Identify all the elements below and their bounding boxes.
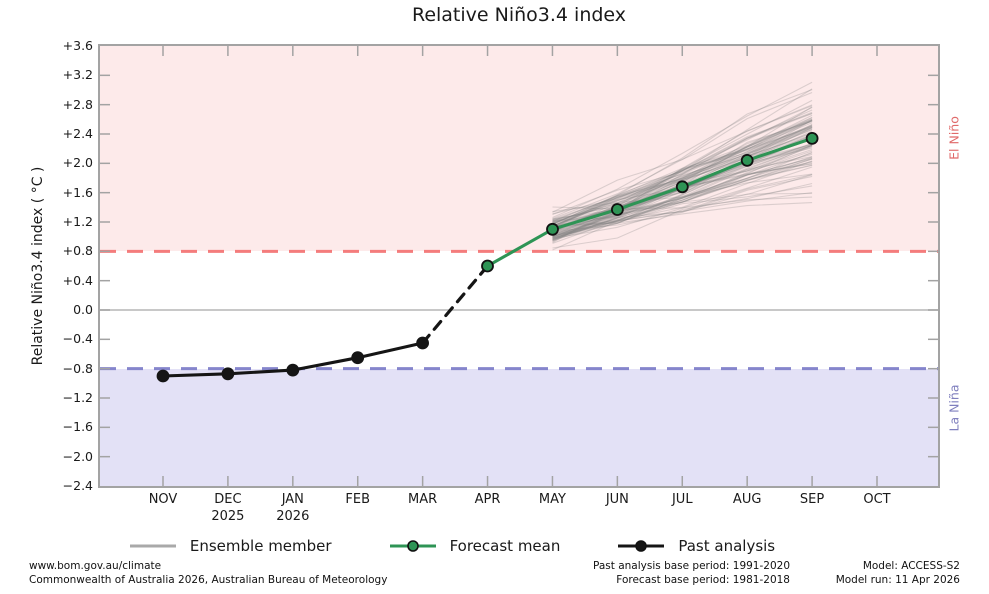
legend: Ensemble member Forecast mean Past analysi… [0, 531, 903, 561]
x-tick-label-oct: OCT [863, 492, 891, 507]
y-tick-label: −1.2 [62, 390, 93, 405]
ensemble-legend-swatch [129, 544, 176, 548]
y-tick-label: −2.0 [62, 448, 93, 464]
footer-past-base-period: Past analysis base period: 1991-2020 [593, 560, 790, 572]
x-tick-label-may: MAY [538, 492, 566, 507]
plot-area [98, 44, 940, 488]
x-tick-year-label: 2026 [276, 509, 310, 524]
footer-base-periods: Past analysis base period: 1991-2020 For… [593, 560, 790, 587]
axis-tick-marks [100, 46, 938, 486]
x-tick-year-label: 2025 [211, 509, 245, 524]
footer-model: Model: ACCESS-S2 [862, 560, 960, 572]
y-tick-label: −0.4 [62, 331, 93, 347]
y-tick-label: +3.2 [62, 67, 93, 83]
x-tick-label-nov: NOV [148, 492, 178, 507]
y-tick-label: +2.8 [62, 96, 93, 112]
la-nina-band [100, 368, 938, 486]
el-nino-band [100, 46, 938, 252]
x-tick-label-aug: AUG [732, 492, 762, 507]
y-tick-label: +2.0 [62, 155, 93, 171]
footer-copyright: Commonwealth of Australia 2026, Australi… [29, 573, 388, 586]
el-nino-side-label: El Niño [946, 115, 962, 160]
y-tick-label: +1.6 [62, 184, 93, 200]
footer-url: www.bom.gov.au/climate [29, 560, 162, 572]
chart-canvas [100, 46, 938, 486]
y-tick-label: +2.4 [62, 126, 93, 141]
forecast-legend-swatch [389, 540, 436, 552]
forecast-mean-line [481, 132, 819, 273]
chart-title: Relative Niño3.4 index [411, 4, 627, 26]
legend-label: Past analysis [678, 537, 776, 555]
y-tick-label: 0.0 [73, 302, 93, 317]
y-tick-label: −0.8 [62, 360, 93, 376]
x-tick-label-apr: APR [474, 492, 501, 507]
footer-model-info: Model: ACCESS-S2 Model run: 11 Apr 2026 [836, 560, 960, 587]
past-to-forecast-connector [421, 264, 490, 345]
footer-model-run: Model run: 11 Apr 2026 [835, 573, 960, 586]
footer-forecast-base-period: Forecast base period: 1981-2018 [616, 573, 790, 586]
x-tick-label-mar: MAR [408, 492, 438, 507]
past-legend-swatch [618, 540, 665, 552]
footer-source: www.bom.gov.au/climate Commonwealth of A… [29, 560, 387, 587]
legend-item-forecast: Forecast mean [388, 537, 561, 555]
y-tick-label: −2.4 [62, 478, 93, 493]
legend-item-past: Past analysis [616, 537, 775, 555]
y-tick-label: +0.8 [62, 243, 93, 259]
la-nina-side-label: La Niña [946, 384, 962, 432]
legend-label: Ensemble member [189, 537, 332, 555]
y-tick-label: +1.2 [62, 214, 93, 229]
x-tick-label-sep: SEP [799, 492, 825, 507]
legend-label: Forecast mean [449, 537, 561, 555]
y-tick-label: +3.6 [62, 38, 93, 53]
x-tick-label-jun: JUN [605, 492, 629, 507]
x-tick-label-jul: JUL [671, 492, 693, 507]
x-tick-label-dec: DEC 2025 [195, 491, 261, 525]
ensemble-member-lines [552, 81, 813, 251]
y-tick-label: −1.6 [62, 419, 93, 435]
past-analysis-line [156, 336, 430, 383]
legend-item-ensemble: Ensemble member [128, 537, 332, 555]
x-tick-label-feb: FEB [345, 492, 371, 507]
y-tick-label: +0.4 [62, 272, 93, 288]
x-tick-label-jan: JAN 2026 [260, 491, 326, 525]
